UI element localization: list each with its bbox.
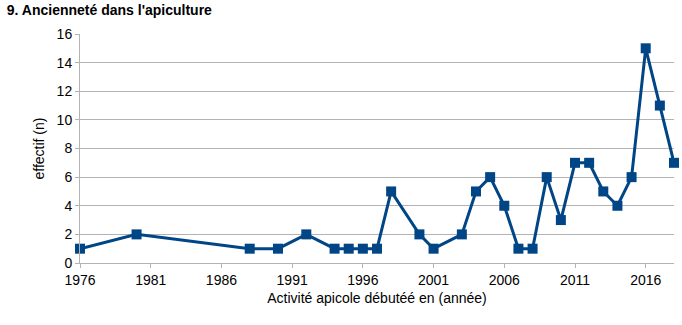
svg-text:8: 8	[64, 140, 72, 156]
svg-text:1991: 1991	[277, 272, 308, 288]
svg-text:2011: 2011	[560, 272, 590, 288]
svg-text:10: 10	[57, 112, 73, 128]
svg-text:2006: 2006	[489, 272, 520, 288]
svg-text:4: 4	[64, 198, 72, 214]
svg-text:6: 6	[64, 169, 72, 185]
svg-text:12: 12	[57, 83, 73, 99]
svg-text:0: 0	[64, 255, 72, 271]
svg-text:1986: 1986	[206, 272, 237, 288]
svg-text:1981: 1981	[135, 272, 166, 288]
svg-text:Activité apicole débutéé en (a: Activité apicole débutéé en (année)	[267, 290, 486, 306]
svg-text:2016: 2016	[630, 272, 661, 288]
svg-text:16: 16	[57, 26, 73, 42]
svg-text:2001: 2001	[418, 272, 449, 288]
svg-text:9. Ancienneté dans l'apicultur: 9. Ancienneté dans l'apiculture	[7, 2, 212, 18]
svg-text:1996: 1996	[347, 272, 378, 288]
svg-text:2: 2	[64, 226, 72, 242]
svg-text:1976: 1976	[64, 272, 95, 288]
svg-text:14: 14	[57, 55, 73, 71]
svg-text:effectif (n): effectif (n)	[31, 118, 47, 180]
